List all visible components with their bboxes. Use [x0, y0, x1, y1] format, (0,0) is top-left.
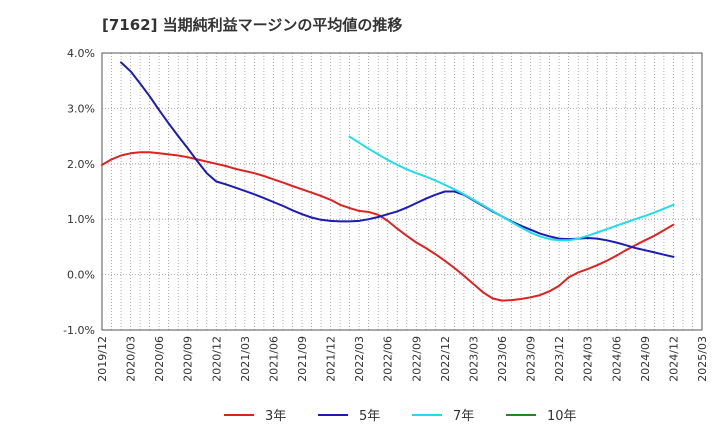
x-tick-label: 2022/03: [353, 336, 366, 382]
x-tick-label: 2023/12: [553, 336, 566, 382]
x-tick-label: 2019/12: [96, 336, 109, 382]
x-tick-label: 2025/03: [696, 336, 709, 382]
y-tick-label: 4.0%: [67, 47, 95, 60]
x-tick-label: 2024/09: [639, 336, 652, 382]
x-tick-label: 2024/06: [610, 336, 623, 382]
x-tick-label: 2021/06: [267, 336, 280, 382]
x-tick-label: 2020/06: [153, 336, 166, 382]
chart-title: [7162] 当期純利益マージンの平均値の推移: [102, 16, 403, 34]
x-tick-label: 2020/03: [125, 336, 138, 382]
y-tick-label: 2.0%: [67, 158, 95, 171]
legend-label: 3年: [265, 409, 286, 424]
x-tick-label: 2022/09: [410, 336, 423, 382]
y-tick-label: -1.0%: [63, 324, 95, 337]
x-tick-label: 2020/12: [210, 336, 223, 382]
plot-area: [102, 53, 702, 330]
x-tick-label: 2024/12: [667, 336, 680, 382]
series-line-7年: [348, 135, 675, 242]
legend-label: 5年: [359, 409, 380, 424]
x-tick-label: 2023/06: [496, 336, 509, 382]
legend-label: 10年: [547, 409, 577, 424]
x-tick-label: 2023/03: [467, 336, 480, 382]
y-tick-label: 3.0%: [67, 102, 95, 115]
x-tick-label: 2022/06: [382, 336, 395, 382]
plot-frame: [101, 52, 703, 331]
legend-label: 7年: [453, 409, 474, 424]
x-tick-label: 2024/03: [582, 336, 595, 382]
x-tick-label: 2023/09: [525, 336, 538, 382]
y-tick-label: 0.0%: [67, 269, 95, 282]
x-tick-label: 2021/09: [296, 336, 309, 382]
y-tick-label: 1.0%: [67, 213, 95, 226]
x-tick-label: 2021/12: [325, 336, 338, 382]
x-tick-label: 2022/12: [439, 336, 452, 382]
x-tick-label: 2021/03: [239, 336, 252, 382]
x-tick-label: 2020/09: [182, 336, 195, 382]
